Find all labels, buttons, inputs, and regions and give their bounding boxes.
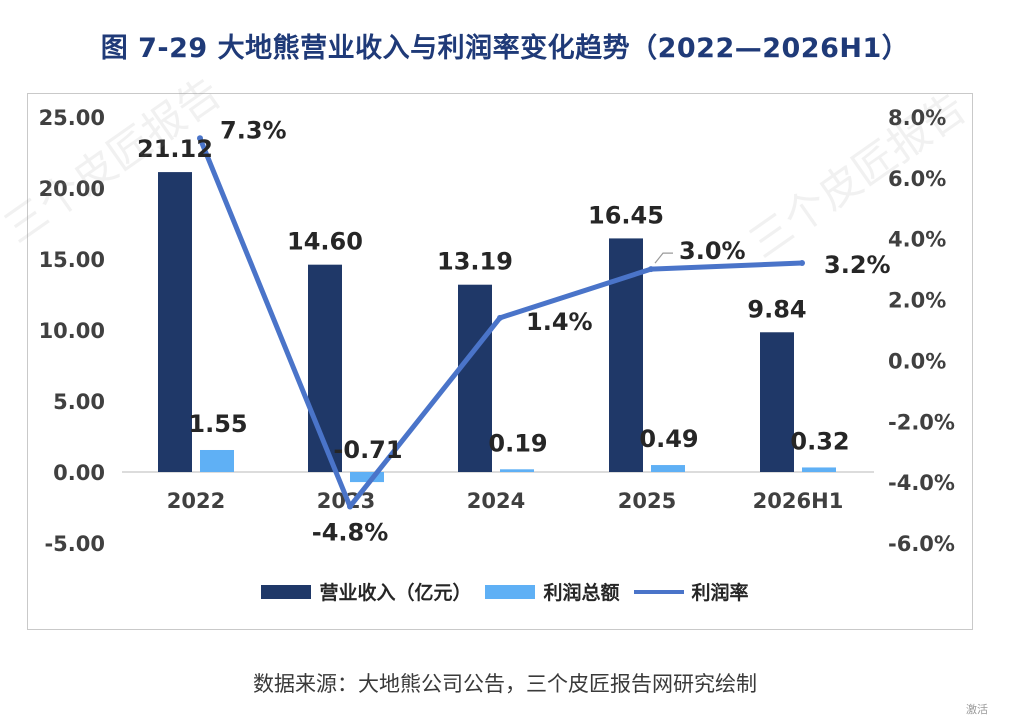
point-margin-2026H1 bbox=[799, 260, 805, 267]
bar-profit-2023 bbox=[350, 472, 384, 483]
bar-profit-2022 bbox=[200, 449, 234, 472]
label-revenue: 21.12 bbox=[137, 135, 213, 163]
x-tick-label: 2025 bbox=[618, 489, 676, 513]
y-right-tick-label: 4.0% bbox=[888, 228, 946, 252]
legend-item-revenue: 营业收入（亿元） bbox=[261, 578, 471, 605]
label-revenue: 9.84 bbox=[747, 295, 806, 323]
label-revenue: 13.19 bbox=[437, 248, 513, 276]
y-right-tick-label: -2.0% bbox=[888, 410, 955, 434]
y-right-tick-label: 0.0% bbox=[888, 349, 946, 373]
y-left-tick-label: 5.00 bbox=[53, 390, 105, 414]
point-margin-2024 bbox=[497, 314, 503, 321]
label-profit: -0.71 bbox=[333, 436, 402, 464]
chart-frame bbox=[27, 93, 973, 630]
legend-item-margin: 利润率 bbox=[633, 578, 749, 605]
corner-text: 激活 bbox=[966, 703, 988, 716]
y-left-tick-label: 20.00 bbox=[39, 177, 105, 201]
y-left-tick-label: 10.00 bbox=[39, 319, 105, 343]
label-profit: 0.32 bbox=[790, 427, 849, 455]
y-left-tick-label: 15.00 bbox=[39, 248, 105, 272]
source-note: 数据来源：大地熊公司公告，三个皮匠报告网研究绘制 bbox=[253, 672, 757, 696]
label-margin: -4.8% bbox=[312, 518, 389, 546]
y-right-tick-label: -6.0% bbox=[888, 532, 955, 556]
label-revenue: 16.45 bbox=[588, 201, 664, 229]
bar-profit-2026H1 bbox=[802, 467, 836, 472]
label-margin: 3.0% bbox=[679, 237, 746, 265]
point-margin-2023 bbox=[347, 503, 353, 510]
bar-revenue-2022 bbox=[158, 172, 192, 472]
chart-legend: 营业收入（亿元） 利润总额 利润率 bbox=[0, 578, 1010, 605]
bar-revenue-2024 bbox=[458, 284, 492, 472]
y-right-tick-label: 6.0% bbox=[888, 167, 946, 191]
chart-title: 图 7-29 大地熊营业收入与利润率变化趋势（2022—2026H1） bbox=[100, 33, 910, 64]
point-margin-2025 bbox=[648, 266, 654, 273]
leader-line bbox=[654, 252, 673, 264]
label-margin: 7.3% bbox=[220, 116, 287, 144]
legend-swatch-margin bbox=[633, 589, 684, 594]
y-right-tick-label: 2.0% bbox=[888, 289, 946, 313]
bar-revenue-2023 bbox=[308, 264, 342, 472]
legend-label-profit: 利润总额 bbox=[543, 582, 620, 604]
x-tick-label: 2026H1 bbox=[753, 489, 844, 513]
y-left-tick-label: -5.00 bbox=[44, 532, 105, 556]
label-margin: 1.4% bbox=[526, 308, 593, 336]
bar-profit-2025 bbox=[651, 465, 685, 472]
point-margin-2022 bbox=[197, 135, 203, 142]
label-profit: 0.49 bbox=[639, 425, 698, 453]
y-left-tick-label: 0.00 bbox=[53, 461, 105, 485]
legend-swatch-revenue bbox=[261, 584, 312, 599]
legend-item-profit: 利润总额 bbox=[485, 578, 620, 605]
y-right-tick-label: 8.0% bbox=[888, 106, 946, 130]
x-tick-label: 2022 bbox=[167, 489, 225, 513]
legend-label-revenue: 营业收入（亿元） bbox=[319, 582, 472, 604]
x-tick-label: 2024 bbox=[467, 489, 525, 513]
label-profit: 1.55 bbox=[188, 410, 247, 438]
bar-profit-2024 bbox=[500, 469, 534, 472]
legend-label-margin: 利润率 bbox=[691, 582, 749, 604]
label-profit: 0.19 bbox=[488, 429, 547, 457]
bar-revenue-2026H1 bbox=[760, 332, 794, 472]
label-margin: 3.2% bbox=[824, 251, 891, 279]
label-revenue: 14.60 bbox=[287, 228, 363, 256]
legend-swatch-profit bbox=[485, 584, 536, 599]
y-left-tick-label: 25.00 bbox=[39, 106, 105, 130]
y-right-tick-label: -4.0% bbox=[888, 471, 955, 495]
